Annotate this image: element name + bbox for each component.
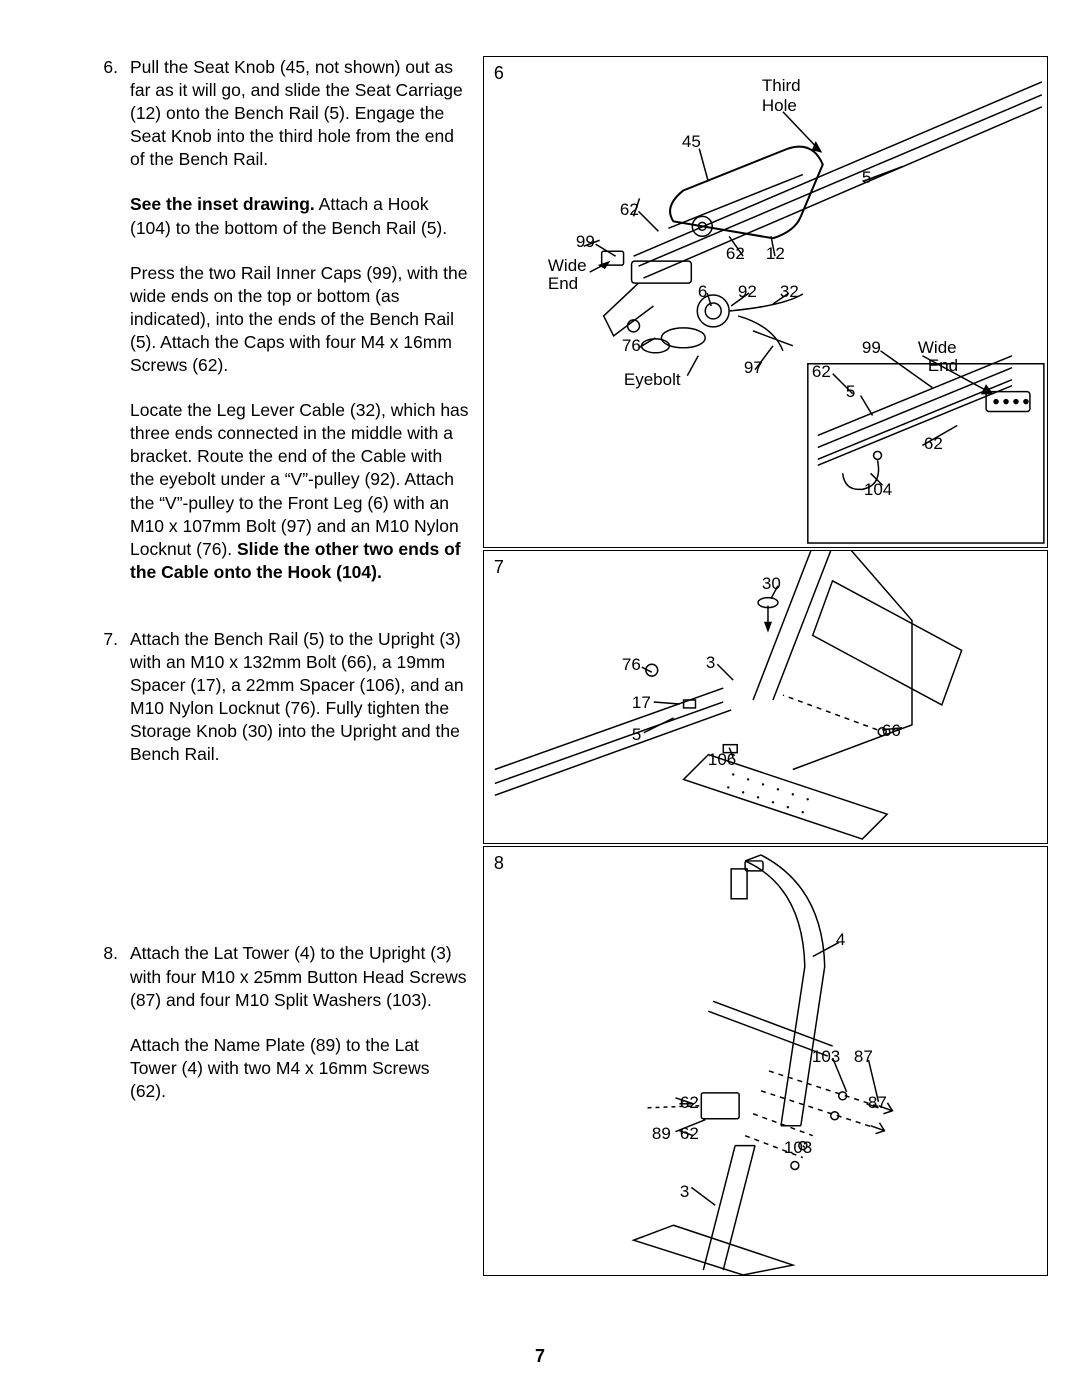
callout-label: 62 bbox=[620, 201, 639, 220]
step-paragraph: Pull the Seat Knob (45, not shown) out a… bbox=[130, 56, 469, 171]
callout-label: 76 bbox=[622, 656, 641, 675]
callout-label: 62 bbox=[924, 435, 943, 454]
figure-8: 8 bbox=[483, 846, 1048, 1276]
figure-8-drawing bbox=[484, 847, 1047, 1275]
callout-label: 104 bbox=[864, 481, 892, 500]
callout-label: End bbox=[548, 275, 578, 294]
callout-label: 89 bbox=[652, 1125, 671, 1144]
callout-label: 66 bbox=[882, 722, 901, 741]
callout-label: 99 bbox=[862, 339, 881, 358]
callout-label: 62 bbox=[680, 1125, 699, 1144]
callout-label: 62 bbox=[726, 245, 745, 264]
callout-label: 103 bbox=[812, 1048, 840, 1067]
callout-label: 106 bbox=[708, 751, 736, 770]
page-number: 7 bbox=[0, 1346, 1080, 1367]
callout-label: 62 bbox=[812, 363, 831, 382]
callout-label: 87 bbox=[854, 1048, 873, 1067]
callout-label: 45 bbox=[682, 133, 701, 152]
step-number: 6. bbox=[81, 56, 130, 584]
step-body: Attach the Bench Rail (5) to the Upright… bbox=[130, 628, 469, 767]
callout-label: 5 bbox=[862, 169, 871, 188]
callout-label: 3 bbox=[680, 1183, 689, 1202]
instruction-step: 8.Attach the Lat Tower (4) to the Uprigh… bbox=[81, 942, 469, 1103]
callout-label: 5 bbox=[846, 383, 855, 402]
step-paragraph: Press the two Rail Inner Caps (99), with… bbox=[130, 262, 469, 377]
step-number: 8. bbox=[81, 942, 130, 1103]
callout-label: Eyebolt bbox=[624, 371, 681, 390]
callout-label: Third bbox=[762, 77, 801, 96]
callout-label: 87 bbox=[868, 1094, 887, 1113]
manual-page: 6.Pull the Seat Knob (45, not shown) out… bbox=[0, 0, 1080, 1397]
callout-label: 30 bbox=[762, 575, 781, 594]
callout-label: 92 bbox=[738, 283, 757, 302]
step-paragraph: Attach the Bench Rail (5) to the Upright… bbox=[130, 628, 469, 767]
two-column-layout: 6.Pull the Seat Knob (45, not shown) out… bbox=[56, 56, 1024, 1316]
figure-6-drawing bbox=[484, 57, 1047, 547]
figures-column: 6 bbox=[483, 56, 1024, 1316]
callout-label: 62 bbox=[680, 1094, 699, 1113]
step-paragraph: Locate the Leg Lever Cable (32), which h… bbox=[130, 399, 469, 584]
callout-label: 17 bbox=[632, 694, 651, 713]
callout-label: 99 bbox=[576, 233, 595, 252]
callout-label: Hole bbox=[762, 97, 797, 116]
instruction-step: 7.Attach the Bench Rail (5) to the Uprig… bbox=[81, 628, 469, 767]
step-paragraph: Attach the Name Plate (89) to the Lat To… bbox=[130, 1034, 469, 1103]
callout-label: 6 bbox=[698, 283, 707, 302]
callout-label: 76 bbox=[622, 337, 641, 356]
instructions-column: 6.Pull the Seat Knob (45, not shown) out… bbox=[56, 56, 469, 1316]
figure-7-drawing bbox=[484, 551, 1047, 843]
step-body: Attach the Lat Tower (4) to the Upright … bbox=[130, 942, 469, 1103]
step-number: 7. bbox=[81, 628, 130, 767]
callout-label: Wide bbox=[918, 339, 957, 358]
instruction-step: 6.Pull the Seat Knob (45, not shown) out… bbox=[81, 56, 469, 584]
callout-label: 4 bbox=[836, 931, 845, 950]
callout-label: 97 bbox=[744, 359, 763, 378]
figure-6: 6 bbox=[483, 56, 1048, 548]
callout-label: 103 bbox=[784, 1139, 812, 1158]
callout-label: End bbox=[928, 357, 958, 376]
figure-7: 7 bbox=[483, 550, 1048, 844]
step-body: Pull the Seat Knob (45, not shown) out a… bbox=[130, 56, 469, 584]
callout-label: Wide bbox=[548, 257, 587, 276]
callout-label: 12 bbox=[766, 245, 785, 264]
callout-label: 3 bbox=[706, 654, 715, 673]
callout-label: 5 bbox=[632, 726, 641, 745]
step-paragraph: Attach the Lat Tower (4) to the Upright … bbox=[130, 942, 469, 1011]
step-paragraph: See the inset drawing. Attach a Hook (10… bbox=[130, 193, 469, 239]
callout-label: 32 bbox=[780, 283, 799, 302]
